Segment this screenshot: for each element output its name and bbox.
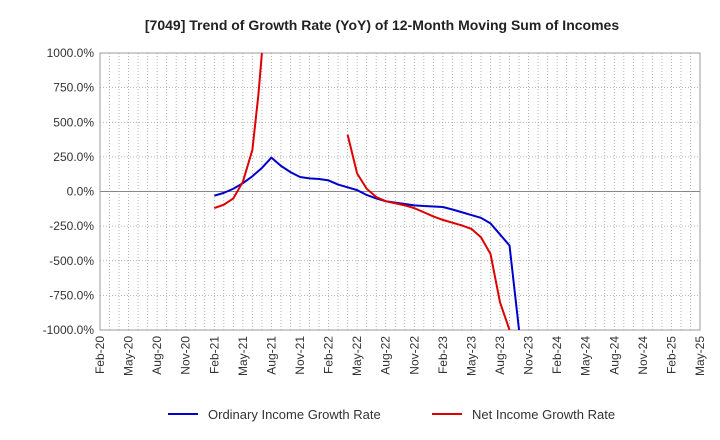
x-tick-label: Feb-22 — [322, 336, 336, 374]
x-tick-label: Aug-20 — [150, 336, 164, 375]
x-tick-label: May-21 — [236, 336, 250, 376]
x-tick-label: Aug-22 — [379, 336, 393, 375]
x-tick-label: May-23 — [464, 336, 478, 376]
legend-label: Ordinary Income Growth Rate — [208, 407, 381, 422]
series-line-0 — [214, 156, 521, 330]
x-tick-label: Feb-23 — [436, 336, 450, 374]
x-tick-label: May-22 — [350, 336, 364, 376]
legend: Ordinary Income Growth Rate Net Income Gr… — [168, 407, 615, 422]
series-line-1 — [213, 53, 263, 210]
legend-label: Net Income Growth Rate — [472, 407, 615, 422]
grid — [99, 52, 701, 331]
chart-title: [7049] Trend of Growth Rate (YoY) of 12-… — [145, 17, 619, 33]
x-tick-label: Aug-21 — [264, 336, 278, 375]
y-tick-label: -750.0% — [49, 288, 94, 302]
x-tick-label: Feb-24 — [550, 336, 564, 374]
y-tick-label: 1000.0% — [47, 46, 95, 60]
y-tick-label: 0.0% — [67, 185, 95, 199]
x-tick-label: Nov-22 — [407, 336, 421, 375]
x-tick-label: Feb-25 — [664, 336, 678, 374]
x-tick-label: May-25 — [693, 336, 707, 376]
y-tick-label: 500.0% — [53, 115, 94, 129]
x-tick-label: Aug-23 — [493, 336, 507, 375]
y-tick-label: -1000.0% — [43, 323, 95, 337]
x-tick-label: Nov-21 — [293, 336, 307, 375]
x-tick-label: Nov-23 — [522, 336, 536, 375]
x-tick-label: Feb-21 — [207, 336, 221, 374]
x-tick-label: May-20 — [122, 336, 136, 376]
y-tick-label: 250.0% — [53, 150, 94, 164]
x-tick-label: Nov-24 — [636, 336, 650, 375]
x-tick-label: Aug-24 — [607, 336, 621, 375]
x-tick-label: Feb-20 — [93, 336, 107, 374]
y-tick-label: -250.0% — [49, 219, 94, 233]
y-tick-label: -500.0% — [49, 254, 94, 268]
y-tick-label: 750.0% — [53, 81, 94, 95]
axes: 1000.0% 750.0% 500.0% 250.0% 0.0% -250.0% -500… — [43, 46, 707, 376]
x-tick-label: May-24 — [579, 336, 593, 376]
series-lines — [213, 53, 521, 330]
x-tick-label: Nov-20 — [179, 336, 193, 375]
series-line-1 — [346, 134, 511, 330]
